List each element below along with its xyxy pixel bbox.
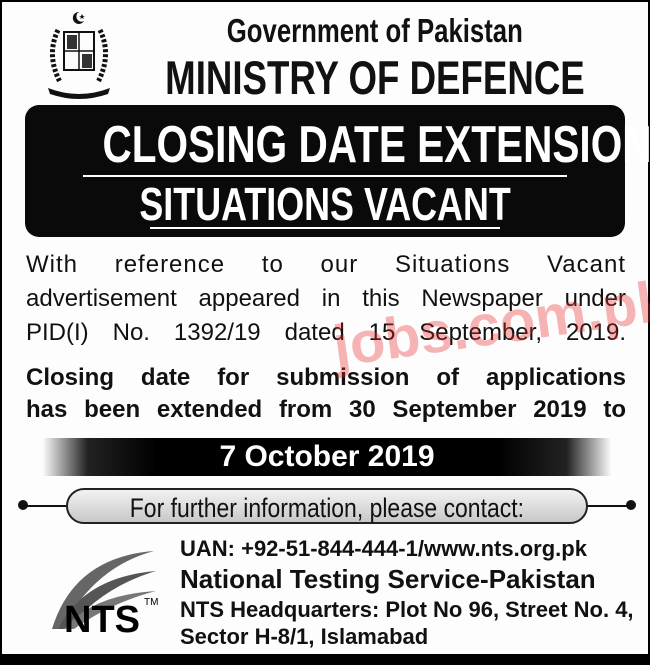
advertisement: Government of Pakistan MINISTRY OF DEFEN… [2,2,650,654]
title-underline [83,175,567,177]
trademark: TM [144,597,158,608]
notice-line: Closing date for submission of applicati… [26,364,626,391]
nts-logo-icon: NTS TM [52,551,158,637]
new-closing-date: 7 October 2019 [42,438,612,476]
address-line-2: Sector H-8/1, Islamabad [180,624,429,649]
banner-subtitle: SITUATIONS VACANT [139,178,511,230]
reference-line: PID(I) No. 1392/19 dated 15 September, 2… [26,319,626,346]
reference-paragraph: With reference to our Situations Vacant … [26,248,626,350]
notice-line: has been extended from 30 September 2019… [26,396,626,423]
address-line-1: NTS Headquarters: Plot No 96, Street No.… [180,597,634,622]
contact-heading: For further information, please contact: [66,488,588,524]
dot-left [18,500,28,510]
uan-website: UAN: +92-51-844-444-1/www.nts.org.pk [180,536,587,561]
subtitle-underline [150,227,500,229]
divider-left [22,505,72,507]
divider-right [582,505,632,507]
state-emblem-icon [48,11,110,99]
government-heading: Government of Pakistan [226,12,524,49]
title-banner: CLOSING DATE EXTENSION SITUATIONS VACANT [25,105,650,237]
banner-title: CLOSING DATE EXTENSION [102,116,650,174]
reference-line: advertisement appeared in this Newspaper… [26,285,626,312]
notice-paragraph: Closing date for submission of applicati… [26,362,626,426]
reference-line: With reference to our Situations Vacant [26,251,626,278]
organization-name: National Testing Service-Pakistan [180,564,596,594]
ministry-heading: MINISTRY OF DEFENCE [165,51,585,104]
dot-right [626,500,636,510]
nts-logo-text: NTS [64,599,140,637]
